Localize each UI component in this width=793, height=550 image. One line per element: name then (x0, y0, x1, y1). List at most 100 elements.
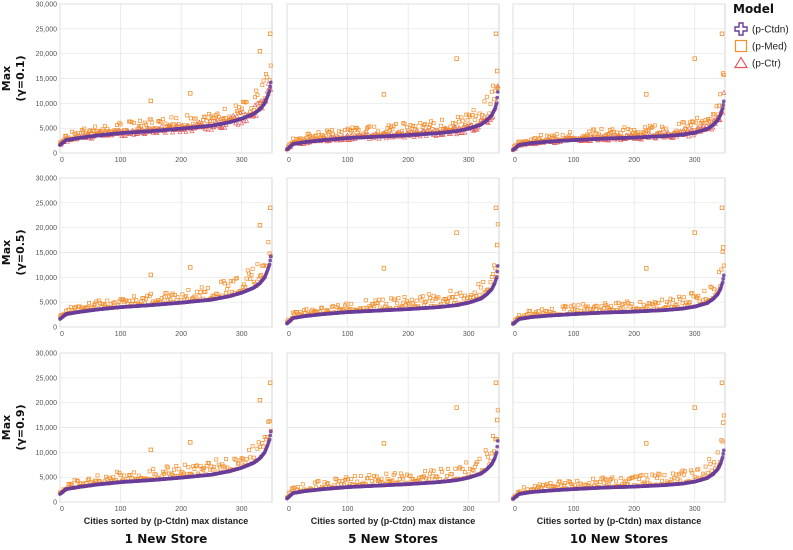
med-point (312, 134, 317, 139)
med-point (261, 444, 266, 449)
y-tick-label: 15,000 (36, 425, 58, 432)
ctdn-point (267, 88, 272, 93)
med-point (647, 301, 652, 306)
med-point (661, 127, 666, 132)
med-point (186, 465, 191, 470)
med-point (431, 120, 436, 125)
ctr-point (700, 123, 706, 129)
x-axis-title: Cities sorted by (p-Ctdn) max distance (84, 516, 249, 526)
row-label-line2: (γ=0.5) (14, 229, 27, 275)
med-point (599, 127, 604, 131)
med-point (233, 103, 238, 108)
med-outlier-point (644, 92, 649, 97)
med-point (244, 100, 249, 105)
med-point (180, 292, 185, 297)
med-point (191, 464, 196, 469)
ctdn-point (495, 269, 500, 274)
med-point (420, 125, 425, 130)
med-point (651, 303, 656, 308)
y-tick-label: 20,000 (36, 400, 58, 407)
med-point (221, 464, 226, 469)
column-title: 5 New Stores (348, 532, 438, 546)
ctr-point (162, 129, 168, 135)
med-point (123, 298, 128, 303)
med-point (490, 272, 495, 277)
ctdn-point (494, 101, 499, 106)
med-outlier-point (267, 380, 273, 385)
med-point (72, 131, 77, 136)
med-point (96, 298, 101, 303)
med-point (77, 304, 82, 309)
med-point (203, 115, 208, 120)
med-point (161, 117, 165, 122)
med-point (134, 298, 139, 303)
med-point (139, 123, 144, 128)
med-point (460, 118, 465, 123)
med-outlier-point (188, 440, 193, 445)
med-point (83, 131, 88, 136)
med-point (139, 299, 144, 304)
med-point (451, 295, 455, 300)
med-point (72, 478, 77, 483)
med-point (198, 464, 203, 469)
med-point (618, 130, 623, 135)
med-point (400, 129, 405, 134)
y-tick-label: 30,000 (36, 351, 58, 358)
ctr-point (721, 89, 727, 95)
med-point (718, 92, 723, 97)
med-point (294, 137, 299, 142)
ctr-point (454, 131, 460, 137)
med-point (372, 124, 377, 129)
med-point (157, 118, 162, 123)
med-point (197, 294, 202, 299)
med-point (156, 119, 161, 124)
med-point (538, 133, 543, 137)
med-point (199, 285, 204, 290)
med-point (419, 298, 424, 303)
med-point (423, 122, 428, 126)
x-tick-label: 100 (115, 157, 127, 164)
med-point (402, 295, 407, 299)
med-point (193, 116, 198, 121)
med-point (572, 307, 577, 312)
med-point (495, 222, 500, 227)
med-point (372, 304, 377, 309)
med-point (484, 94, 489, 99)
med-point (660, 124, 664, 129)
x-tick-label: 0 (513, 157, 517, 164)
x-tick-label: 200 (402, 331, 414, 338)
med-point (304, 307, 309, 312)
med-point (158, 120, 163, 125)
med-point (431, 293, 436, 298)
med-point (91, 128, 96, 133)
med-point (141, 296, 146, 300)
med-point (164, 291, 169, 296)
ctr-point (154, 130, 160, 135)
x-tick-label: 100 (568, 506, 580, 513)
med-point (685, 124, 690, 129)
med-point (114, 123, 119, 127)
med-point (239, 456, 244, 461)
med-point (615, 130, 620, 135)
med-point (444, 300, 449, 304)
med-point (261, 263, 266, 268)
med-point (298, 310, 303, 315)
med-point (588, 307, 593, 312)
med-point (674, 302, 679, 307)
med-point (131, 470, 136, 475)
med-outlier-point (692, 56, 697, 61)
med-point (242, 99, 247, 104)
med-point (702, 288, 707, 293)
med-point (87, 129, 92, 134)
med-point (248, 455, 253, 460)
med-point (644, 128, 649, 133)
med-point (482, 99, 487, 104)
med-point (93, 301, 98, 306)
y-tick-label: 0 (53, 151, 57, 158)
med-point (222, 106, 227, 111)
med-point (420, 294, 425, 299)
x-tick-label: 100 (115, 506, 127, 513)
med-point (192, 294, 197, 299)
y-tick-label: 25,000 (36, 26, 58, 33)
